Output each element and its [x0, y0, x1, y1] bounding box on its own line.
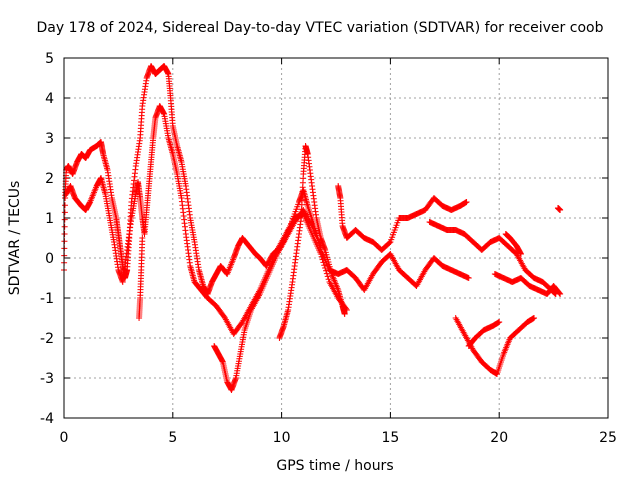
y-axis-label: SDTVAR / TECUs	[7, 181, 23, 296]
series-6	[426, 219, 559, 297]
data-point	[317, 251, 324, 257]
data-point	[61, 202, 68, 209]
data-point	[61, 209, 68, 216]
data-point	[496, 319, 503, 325]
data-point	[139, 235, 146, 241]
series-4	[276, 143, 348, 341]
data-point	[557, 291, 564, 297]
data-point	[321, 262, 328, 269]
x-axis-label: GPS time / hours	[276, 458, 393, 474]
x-tick-label: 5	[168, 430, 177, 446]
data-point	[319, 256, 326, 263]
data-point	[318, 253, 325, 260]
chart-title: Day 178 of 2024, Sidereal Day-to-day VTE…	[37, 20, 604, 36]
x-tick-label: 0	[60, 430, 69, 446]
series-9	[491, 271, 564, 297]
y-tick-label: -4	[40, 411, 54, 427]
y-tick-label: -3	[40, 371, 54, 387]
x-axis-ticks: 0 5 10 15 20 25	[60, 58, 617, 446]
data-points	[61, 63, 564, 393]
data-point	[386, 239, 393, 246]
data-point	[341, 311, 348, 317]
series-1	[63, 103, 350, 337]
y-tick-label: 2	[45, 171, 54, 187]
y-tick-label: -2	[40, 331, 54, 347]
data-point	[320, 259, 327, 266]
data-point	[465, 275, 472, 281]
series-2	[136, 235, 146, 321]
x-tick-label: 10	[273, 430, 291, 446]
x-tick-label: 20	[490, 430, 508, 446]
data-point	[557, 207, 564, 213]
data-point	[531, 315, 538, 321]
series-5	[335, 183, 470, 253]
x-tick-label: 25	[599, 430, 617, 446]
series-3	[211, 207, 324, 393]
data-point	[61, 231, 68, 237]
series-10	[502, 231, 524, 257]
data-point	[556, 290, 563, 297]
data-point	[61, 223, 68, 230]
x-tick-label: 15	[381, 430, 399, 446]
y-tick-label: 1	[45, 211, 54, 227]
data-point	[322, 267, 329, 274]
data-point	[324, 273, 331, 280]
data-point	[61, 216, 68, 223]
series-8	[465, 319, 503, 349]
data-point	[322, 265, 329, 271]
data-point	[325, 276, 332, 283]
data-point	[517, 251, 524, 257]
data-point	[463, 199, 470, 205]
series-7	[452, 315, 538, 377]
series-11	[554, 205, 564, 213]
y-tick-label: 0	[45, 251, 54, 267]
y-tick-label: -1	[40, 291, 54, 307]
grid-lines	[64, 58, 608, 418]
y-tick-label: 3	[45, 131, 54, 147]
y-tick-label: 5	[45, 51, 54, 67]
plot-frame	[63, 57, 609, 419]
y-tick-label: 4	[45, 91, 54, 107]
